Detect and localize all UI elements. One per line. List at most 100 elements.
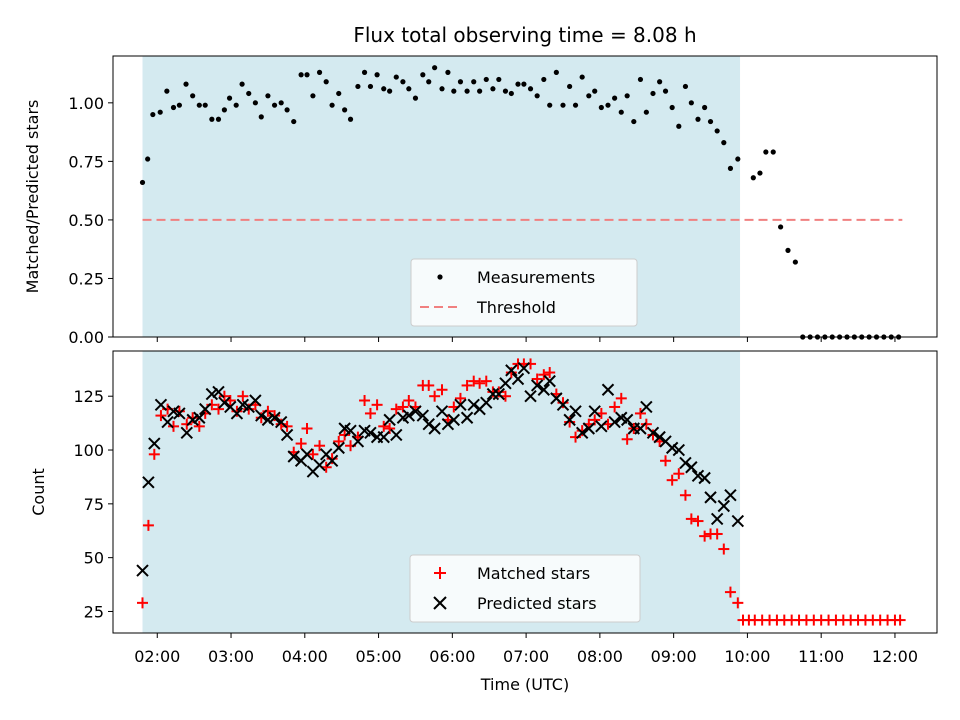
measurement-point <box>233 102 239 108</box>
bottom-axes-frame <box>112 350 938 634</box>
predicted-star-marker <box>287 450 300 463</box>
measurement-point <box>714 128 720 134</box>
measurement-point <box>778 224 784 230</box>
predicted-star-marker <box>569 405 582 418</box>
matched-star-marker <box>718 543 730 555</box>
y-tick-label: 0.75 <box>68 152 104 171</box>
measurement-point <box>702 104 708 111</box>
measurement-point <box>534 93 540 99</box>
measurement-point <box>605 102 611 108</box>
predicted-star-marker <box>717 499 731 513</box>
y-tick-label: 0.00 <box>68 328 104 347</box>
measurement-point <box>157 109 163 115</box>
measurement-point <box>785 247 791 253</box>
y-tick-label: 75 <box>84 495 104 514</box>
matched-star-marker <box>155 410 167 422</box>
matched-star-marker <box>724 586 736 598</box>
measurement-point <box>515 81 521 87</box>
y-tick-label: 125 <box>73 387 104 406</box>
measurement-point <box>688 100 694 106</box>
matched-star-marker <box>181 418 193 430</box>
bottom-y-axis-label: Count <box>29 468 48 516</box>
measurement-point <box>304 72 310 78</box>
matched-star-marker <box>281 420 293 432</box>
predicted-star-marker <box>205 387 219 401</box>
predicted-star-marker <box>492 387 506 401</box>
matched-star-marker <box>378 420 390 432</box>
matched-star-marker <box>275 418 287 430</box>
matched-star-marker <box>142 519 154 531</box>
measurement-point <box>586 93 592 99</box>
predicted-star-marker <box>543 374 556 388</box>
measurement-point <box>221 107 227 113</box>
predicted-star-marker <box>454 398 467 412</box>
predicted-star-marker <box>563 413 576 427</box>
measurement-point <box>265 93 271 99</box>
predicted-star-marker <box>161 415 174 429</box>
measurement-point <box>727 165 734 171</box>
matched-star-marker <box>474 377 486 389</box>
predicted-star-marker <box>524 389 537 403</box>
predicted-star-marker <box>230 407 244 420</box>
predicted-star-marker <box>665 441 679 455</box>
matched-star-marker <box>711 528 723 540</box>
predicted-star-marker <box>486 387 500 401</box>
predicted-star-marker <box>180 426 193 440</box>
predicted-star-marker <box>640 400 653 414</box>
matched-star-marker <box>167 420 179 432</box>
top-x-ticks <box>156 337 896 342</box>
matched-star-marker <box>307 448 319 460</box>
measurement-point <box>445 69 451 75</box>
x-tick-label: 10:00 <box>724 647 770 666</box>
measurement-point <box>592 88 598 94</box>
matched-star-marker <box>615 392 627 404</box>
top-legend: Measurements Threshold <box>410 258 638 327</box>
predicted-star-marker <box>212 385 225 399</box>
measurement-point <box>750 175 756 181</box>
measurement-point <box>547 102 553 108</box>
predicted-star-marker <box>199 402 212 416</box>
predicted-star-marker <box>731 514 745 528</box>
matched-star-marker <box>339 429 351 441</box>
matched-star-marker <box>454 392 466 404</box>
predicted-star-marker <box>249 394 262 407</box>
matched-star-marker <box>468 375 480 387</box>
measurement-point <box>477 88 483 94</box>
matched-star-marker <box>423 379 435 391</box>
predicted-star-marker <box>377 430 390 444</box>
x-tick-label: 06:00 <box>429 647 475 666</box>
matched-star-marker <box>326 453 338 465</box>
legend-matched-marker <box>434 567 446 579</box>
y-tick-label: 50 <box>84 549 104 568</box>
measurement-point <box>490 86 496 92</box>
predicted-star-marker <box>142 476 155 489</box>
top-panel: 0.00 0.25 0.50 0.75 1.00 Matched/Predicted s… <box>23 55 938 347</box>
bottom-legend-box <box>409 554 641 623</box>
predicted-star-marker <box>428 422 441 435</box>
predicted-star-marker <box>691 469 705 483</box>
matched-star-marker <box>732 597 744 609</box>
predicted-star-marker <box>325 454 339 467</box>
measurement-point <box>170 104 177 111</box>
predicted-star-marker <box>218 396 231 409</box>
legend-predicted-label: Predicted stars <box>477 594 597 613</box>
measurement-point <box>323 79 329 85</box>
matched-star-marker <box>894 614 906 626</box>
matched-star-marker <box>359 395 371 407</box>
top-y-axis-label: Matched/Predicted stars <box>23 100 42 294</box>
measurement-point <box>612 95 618 101</box>
measurement-point <box>183 81 189 87</box>
predicted-star-marker <box>173 407 186 420</box>
measurement-point <box>278 100 284 106</box>
matched-star-marker <box>505 367 517 379</box>
predicted-star-marker <box>435 405 449 418</box>
predicted-star-marker <box>467 398 480 412</box>
predicted-star-marker <box>704 491 717 504</box>
predicted-star-marker <box>634 422 647 435</box>
measurement-point <box>496 76 502 83</box>
matched-star-marker <box>531 373 543 385</box>
measurement-point <box>246 90 252 97</box>
predicted-star-marker <box>505 364 518 377</box>
measurement-point <box>763 149 769 155</box>
measurement-point <box>271 102 278 108</box>
